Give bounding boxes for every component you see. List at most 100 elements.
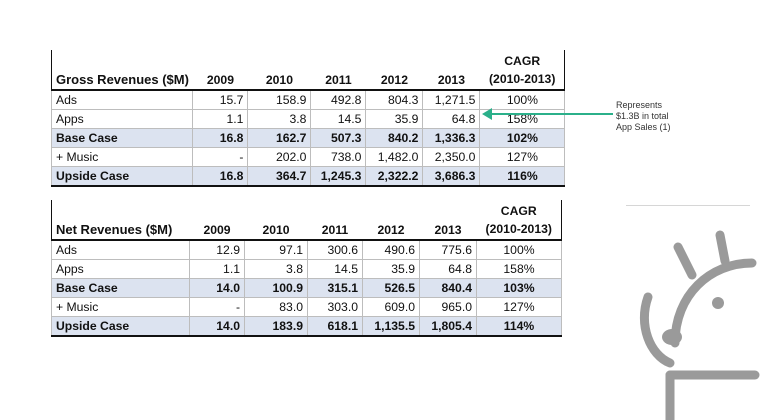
year-header: 2009	[206, 73, 234, 87]
gross-revenues-table: Gross Revenues ($M) 2009 2010 2011 2012 …	[50, 50, 566, 187]
table-row-highlight: Upside Case 14.0 183.9 618.1 1,135.5 1,8…	[51, 316, 562, 337]
table-cell: 1,805.4	[419, 316, 477, 337]
row-label: Upside Case	[51, 316, 190, 337]
table-cell: 12.9	[189, 239, 245, 260]
table-cell: 162.7	[247, 128, 312, 148]
table-cell: -	[189, 297, 245, 317]
year-header: 2011	[325, 73, 352, 87]
table-cell: 97.1	[244, 239, 308, 260]
table-cell: 1.1	[189, 259, 245, 279]
year-header: 2013	[437, 73, 465, 87]
table-cell: 35.9	[365, 109, 424, 129]
table-row: + Music - 202.0 738.0 1,482.0 2,350.0 12…	[50, 147, 566, 167]
annotation-line: App Sales (1)	[616, 122, 671, 132]
table-cell: 2,322.2	[365, 166, 424, 187]
table-header-row: Net Revenues ($M) 2009 2010 2011 2012 20…	[51, 200, 562, 240]
table-row: Ads 15.7 158.9 492.8 804.3 1,271.5 100%	[50, 89, 566, 110]
cagr-cell: 158%	[476, 259, 562, 279]
row-label: + Music	[51, 297, 190, 317]
row-label: Base Case	[50, 128, 194, 148]
table-row: Apps 1.1 3.8 14.5 35.9 64.8 158%	[51, 259, 562, 279]
table-header-row: Gross Revenues ($M) 2009 2010 2011 2012 …	[51, 50, 565, 90]
table-row-highlight: Upside Case 16.8 364.7 1,245.3 2,322.2 3…	[50, 166, 566, 187]
table-cell: 965.0	[419, 297, 477, 317]
table-cell: 492.8	[310, 89, 367, 110]
row-label: + Music	[50, 147, 194, 167]
table-cell: 507.3	[310, 128, 367, 148]
table-cell: 609.0	[362, 297, 420, 317]
divider	[626, 205, 750, 206]
table-cell: 1,245.3	[310, 166, 367, 187]
table-cell: 83.0	[244, 297, 308, 317]
table-cell: 14.5	[307, 259, 363, 279]
cagr-cell: 100%	[476, 239, 562, 260]
table-cell: 2,350.0	[422, 147, 481, 167]
table-cell: 16.8	[192, 128, 249, 148]
cagr-header-line: CAGR	[504, 54, 541, 68]
table-cell: -	[192, 147, 249, 167]
table-cell: 490.6	[362, 239, 420, 260]
year-header: 2012	[377, 223, 405, 237]
cagr-header-line: (2010-2013)	[488, 72, 556, 86]
table-cell: 1.1	[192, 109, 249, 129]
cagr-header-line: CAGR	[500, 204, 537, 218]
cagr-cell: 116%	[479, 166, 566, 187]
table-cell: 303.0	[307, 297, 363, 317]
table-cell: 183.9	[244, 316, 308, 337]
arrow-left-icon	[482, 108, 613, 120]
cagr-cell: 103%	[476, 278, 562, 298]
table-cell: 64.8	[422, 109, 481, 129]
cagr-header-line: (2010-2013)	[485, 222, 552, 236]
table-cell: 526.5	[362, 278, 420, 298]
table-row-highlight: Base Case 14.0 100.9 315.1 526.5 840.4 1…	[51, 278, 562, 298]
row-label: Ads	[50, 89, 194, 110]
row-label: Upside Case	[50, 166, 194, 187]
table-cell: 64.8	[419, 259, 477, 279]
table-cell: 775.6	[419, 239, 477, 260]
year-header: 2010	[262, 223, 290, 237]
android-robot-icon	[640, 230, 760, 420]
table-cell: 364.7	[247, 166, 312, 187]
year-header: 2011	[321, 223, 349, 237]
table-cell: 3,686.3	[422, 166, 481, 187]
cagr-cell: 127%	[476, 297, 562, 317]
table-cell: 14.0	[189, 316, 245, 337]
annotation-line: $1.3B in total	[616, 111, 669, 121]
row-label: Apps	[51, 259, 190, 279]
cagr-header: CAGR (2010-2013)	[480, 50, 565, 90]
table-cell: 1,336.3	[422, 128, 481, 148]
table-row: + Music - 83.0 303.0 609.0 965.0 127%	[51, 297, 562, 317]
cagr-cell: 127%	[479, 147, 566, 167]
table-cell: 3.8	[247, 109, 312, 129]
gross-table-title: Gross Revenues ($M)	[56, 72, 189, 87]
table-row: Ads 12.9 97.1 300.6 490.6 775.6 100%	[51, 239, 562, 260]
table-cell: 14.0	[189, 278, 245, 298]
annotation-line: Represents	[616, 100, 663, 110]
table-cell: 1,271.5	[422, 89, 481, 110]
table-cell: 315.1	[307, 278, 363, 298]
year-header: 2013	[434, 223, 462, 237]
year-header: 2010	[265, 73, 293, 87]
table-cell: 1,482.0	[365, 147, 424, 167]
cagr-header: CAGR (2010-2013)	[477, 200, 562, 240]
annotation-note: Represents $1.3B in total App Sales (1)	[616, 100, 726, 133]
table-cell: 100.9	[244, 278, 308, 298]
year-header: 2009	[203, 223, 231, 237]
table-cell: 618.1	[307, 316, 363, 337]
row-label: Ads	[51, 239, 190, 260]
table-cell: 840.4	[419, 278, 477, 298]
net-table-title: Net Revenues ($M)	[56, 222, 173, 237]
cagr-cell: 102%	[479, 128, 566, 148]
table-cell: 804.3	[365, 89, 424, 110]
row-label: Base Case	[51, 278, 190, 298]
table-cell: 158.9	[247, 89, 312, 110]
table-cell: 14.5	[310, 109, 367, 129]
table-cell: 3.8	[244, 259, 308, 279]
table-cell: 840.2	[365, 128, 424, 148]
table-cell: 738.0	[310, 147, 367, 167]
table-cell: 1,135.5	[362, 316, 420, 337]
cagr-cell: 114%	[476, 316, 562, 337]
year-header: 2012	[380, 73, 408, 87]
table-row-highlight: Base Case 16.8 162.7 507.3 840.2 1,336.3…	[50, 128, 566, 148]
table-cell: 202.0	[247, 147, 312, 167]
